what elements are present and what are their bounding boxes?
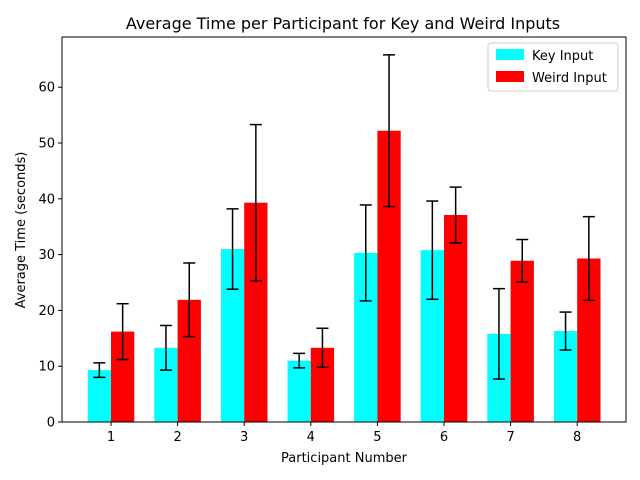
x-tick-label: 4 — [307, 430, 315, 445]
bar-key-input-4 — [287, 360, 311, 422]
bar-weird-input-6 — [444, 214, 468, 422]
x-tick-label: 6 — [440, 430, 448, 445]
y-tick-label: 0 — [47, 416, 55, 431]
bar-key-input-2 — [154, 347, 178, 422]
bar-weird-input-8 — [577, 258, 601, 422]
x-tick-label: 2 — [173, 430, 181, 445]
y-tick-label: 20 — [38, 304, 55, 319]
y-tick-label: 50 — [38, 137, 55, 152]
legend-label-weird-input: Weird Input — [532, 71, 607, 86]
bar-weird-input-2 — [177, 299, 201, 422]
bar-key-input-3 — [220, 249, 245, 422]
legend-label-key-input: Key Input — [532, 49, 593, 64]
x-tick-label: 5 — [373, 430, 381, 445]
bar-key-input-5 — [354, 252, 378, 422]
x-tick-label: 3 — [240, 430, 248, 445]
y-axis-label: Average Time (seconds) — [14, 152, 29, 309]
chart-title: Average Time per Participant for Key and… — [126, 14, 560, 33]
y-tick-label: 10 — [38, 360, 55, 375]
x-axis-label: Participant Number — [281, 451, 408, 466]
x-tick-label: 7 — [506, 430, 514, 445]
bar-weird-input-3 — [244, 202, 268, 422]
legend-swatch-weird-input — [496, 71, 524, 82]
x-tick-label: 8 — [573, 430, 581, 445]
bar-key-input-8 — [553, 331, 578, 422]
bar-key-input-1 — [87, 370, 111, 422]
x-tick-label: 1 — [107, 430, 115, 445]
bar-weird-input-5 — [377, 130, 401, 422]
bar-key-input-6 — [420, 250, 444, 422]
plot-area-frame — [61, 36, 627, 423]
legend: Key Input Weird Input — [487, 42, 619, 92]
bar-weird-input-4 — [310, 347, 335, 422]
bar-weird-input-7 — [510, 260, 534, 422]
y-tick-label: 30 — [38, 248, 55, 263]
y-tick-label: 40 — [38, 192, 55, 207]
y-tick-label: 60 — [38, 81, 55, 96]
legend-swatch-key-input — [496, 49, 524, 60]
bar-weird-input-1 — [111, 331, 135, 422]
